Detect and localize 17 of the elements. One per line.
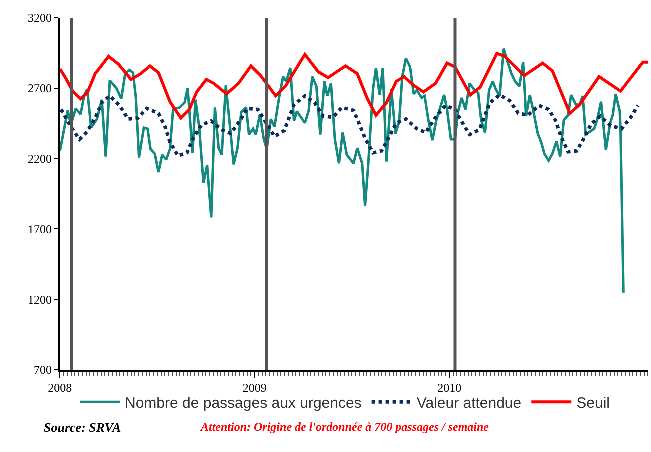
- line-series: [60, 52, 648, 120]
- y-tick-label: 700: [34, 363, 52, 378]
- legend-label: Nombre de passages aux urgences: [125, 394, 362, 412]
- y-tick-label: 2700: [28, 82, 52, 96]
- y-tick-label: 3200: [28, 11, 52, 26]
- x-tick-label: 2010: [438, 381, 462, 396]
- text: Attention: Origine de l'ordonnée à 700 passages / semaine: [200, 420, 490, 434]
- line-series: [60, 93, 640, 158]
- legend-label: Valeur attendue: [416, 394, 522, 412]
- legend-label: Seuil: [576, 394, 610, 412]
- y-tick-label: 2200: [28, 152, 52, 166]
- x-tick-label: 2009: [242, 381, 267, 396]
- line-series: [60, 48, 625, 294]
- source-note: Source: SRVA: [44, 420, 122, 435]
- y-tick-label: 1200: [28, 292, 52, 307]
- y-tick-label: 1700: [28, 222, 52, 236]
- x-tick-label: 2008: [48, 381, 72, 396]
